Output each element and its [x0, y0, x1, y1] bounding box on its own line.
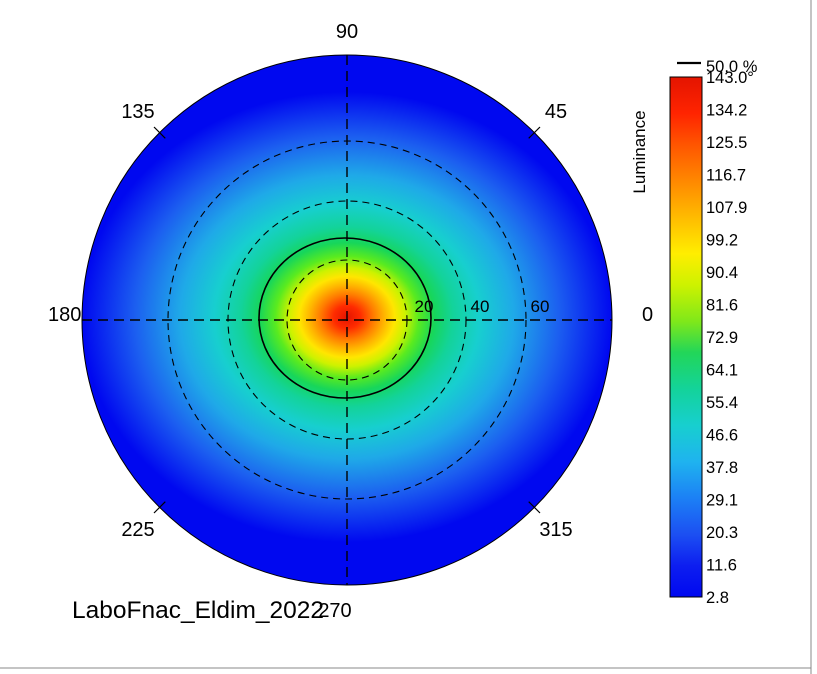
svg-text:225: 225 — [121, 519, 154, 541]
svg-text:29.1: 29.1 — [706, 492, 738, 510]
svg-text:125.5: 125.5 — [706, 134, 747, 152]
svg-text:2.8: 2.8 — [706, 589, 729, 607]
svg-text:60: 60 — [531, 297, 550, 316]
svg-text:180: 180 — [48, 304, 81, 326]
svg-text:46.6: 46.6 — [706, 427, 738, 445]
svg-text:107.9: 107.9 — [706, 199, 747, 217]
svg-text:270: 270 — [318, 600, 351, 622]
svg-text:37.8: 37.8 — [706, 459, 738, 477]
svg-text:64.1: 64.1 — [706, 362, 738, 380]
svg-text:LaboFnac_Eldim_2022: LaboFnac_Eldim_2022 — [72, 597, 324, 624]
svg-text:135: 135 — [121, 101, 154, 123]
svg-text:20.3: 20.3 — [706, 524, 738, 542]
svg-text:11.6: 11.6 — [706, 557, 737, 575]
svg-text:20: 20 — [415, 297, 434, 316]
svg-text:90.4: 90.4 — [706, 264, 738, 282]
svg-text:315: 315 — [539, 519, 572, 541]
svg-text:Luminance: Luminance — [630, 110, 649, 193]
svg-text:81.6: 81.6 — [706, 297, 738, 315]
svg-text:99.2: 99.2 — [706, 232, 738, 250]
svg-text:143.0°: 143.0° — [706, 69, 754, 87]
svg-text:90: 90 — [336, 21, 358, 43]
svg-text:72.9: 72.9 — [706, 329, 738, 347]
svg-text:134.2: 134.2 — [706, 102, 747, 120]
svg-text:45: 45 — [545, 101, 567, 123]
svg-text:55.4: 55.4 — [706, 394, 738, 412]
svg-text:0: 0 — [642, 304, 653, 326]
svg-text:40: 40 — [471, 297, 490, 316]
svg-text:116.7: 116.7 — [706, 167, 746, 185]
